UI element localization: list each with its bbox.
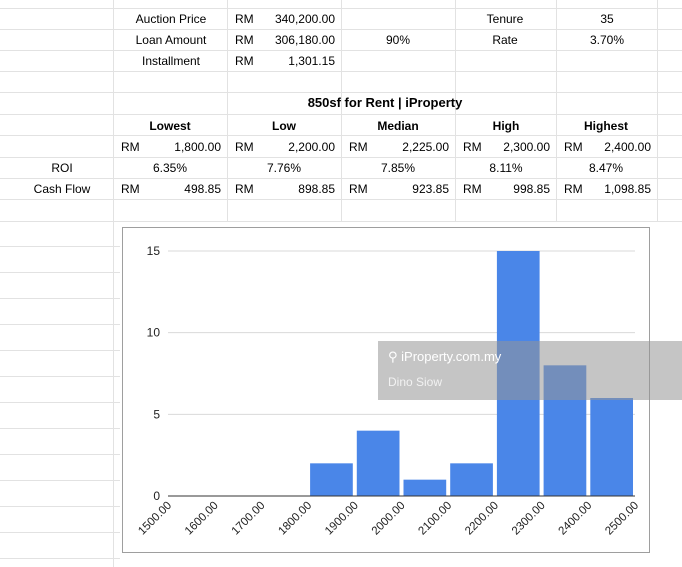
rent-currency: RM [349,140,368,154]
y-tick-label: 10 [147,326,161,340]
cashflow-low: 898.85 [298,182,335,196]
cashflow-high: 998.85 [513,182,550,196]
rate-value: 3.70% [589,33,625,47]
cashflow-currency: RM [564,182,583,196]
x-tick-label: 1500.00 [136,500,174,538]
rent-median: 2,225.00 [402,140,449,154]
y-tick-label: 5 [153,407,160,421]
auction-price-value: 340,200.00 [274,12,335,26]
x-tick-label: 2400.00 [557,500,595,538]
rent-high: 2,300.00 [503,140,550,154]
x-tick-label: 2000.00 [370,500,408,538]
header-highest: Highest [583,119,629,133]
roi-highest: 8.47% [588,161,624,175]
histogram-bar [356,430,400,496]
header-low: Low [272,119,296,133]
rent-currency: RM [235,140,254,154]
rent-currency: RM [564,140,583,154]
histogram-bar [590,398,633,496]
installment-label: Installment [141,54,201,68]
header-median: Median [377,119,419,133]
rent-currency: RM [463,140,482,154]
rent-lowest: 1,800.00 [174,140,221,154]
cashflow-currency: RM [121,182,140,196]
x-tick-label: 2100.00 [416,500,454,538]
roi-median: 7.85% [380,161,416,175]
cashflow-highest: 1,098.85 [604,182,651,196]
histogram-bar [403,479,447,496]
histogram-bar [310,463,353,496]
watermark-overlay: ⚲ iProperty.com.my Dino Siow [378,341,682,400]
cashflow-currency: RM [463,182,482,196]
x-tick-label: 1800.00 [276,500,314,538]
installment-value: 1,301.15 [288,54,335,68]
cashflow-lowest: 498.85 [184,182,221,196]
auction-price-currency: RM [235,12,254,26]
x-tick-label: 2300.00 [510,500,548,538]
roi-lowest: 6.35% [152,161,188,175]
y-tick-label: 0 [153,489,160,503]
y-tick-label: 15 [147,244,161,258]
watermark-author: Dino Siow [388,375,443,389]
rate-label: Rate [492,33,518,47]
x-tick-label: 2500.00 [603,500,641,538]
x-tick-label: 1600.00 [183,500,221,538]
loan-amount-label: Loan Amount [135,33,207,47]
header-high: High [492,119,520,133]
histogram-bar [450,463,493,496]
rent-low: 2,200.00 [288,140,335,154]
iproperty-logo: ⚲ iProperty.com.my [388,349,502,364]
loan-amount-currency: RM [235,33,254,47]
roi-low: 7.76% [266,161,302,175]
installment-currency: RM [235,54,254,68]
roi-label: ROI [51,161,73,175]
x-tick-label: 1700.00 [230,500,268,538]
loan-percent: 90% [385,33,411,47]
x-tick-label: 2200.00 [463,500,501,538]
loan-amount-value: 306,180.00 [274,33,335,47]
x-tick-label: 1900.00 [323,500,361,538]
roi-high: 8.11% [489,161,523,175]
rent-table-title: 850sf for Rent | iProperty [307,95,463,110]
cashflow-median: 923.85 [412,182,449,196]
tenure-value: 35 [600,12,614,26]
rent-currency: RM [121,140,140,154]
cashflow-label: Cash Flow [33,182,91,196]
header-lowest: Lowest [149,119,191,133]
cashflow-currency: RM [349,182,368,196]
cashflow-currency: RM [235,182,254,196]
rent-highest: 2,400.00 [604,140,651,154]
auction-price-label: Auction Price [135,12,207,26]
tenure-label: Tenure [486,12,524,26]
